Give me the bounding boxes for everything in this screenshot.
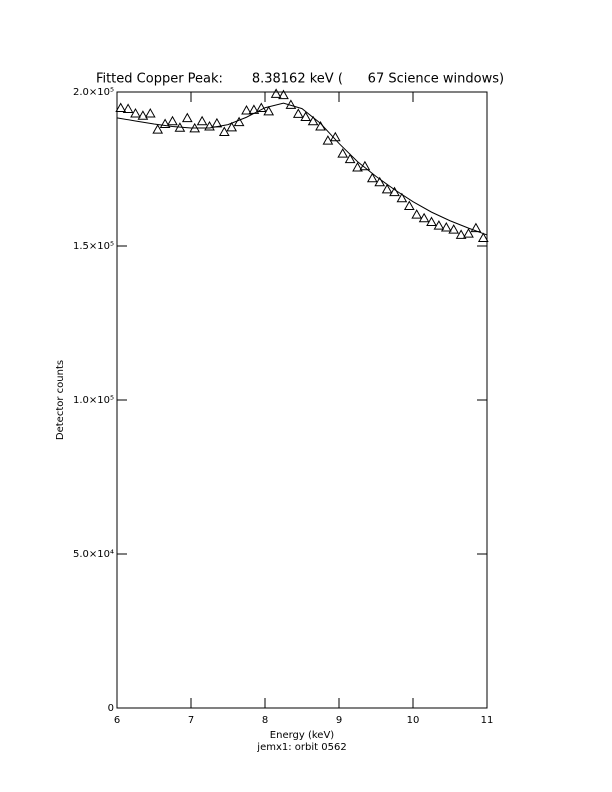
data-point [470, 222, 482, 233]
data-point [196, 115, 208, 126]
data-point [278, 89, 289, 100]
fit-line [116, 102, 488, 236]
data-point [477, 232, 489, 242]
data-point [122, 103, 134, 113]
data-point [159, 118, 171, 129]
data-point [344, 153, 356, 164]
data-point [137, 110, 149, 120]
data-point [270, 88, 282, 98]
data-point [233, 116, 245, 127]
data-point [130, 108, 141, 118]
x-tick-label: 7 [188, 715, 194, 726]
y-tick-label: 1.5×10⁵ [73, 241, 114, 252]
y-tick-label: 0 [108, 703, 114, 714]
data-point [263, 105, 275, 116]
data-point [144, 108, 156, 118]
data-point [381, 183, 393, 194]
data-point [255, 102, 267, 113]
data-point [307, 115, 319, 126]
data-point [337, 148, 349, 158]
data-point [396, 192, 408, 203]
y-tick-label: 1.0×10⁵ [73, 395, 114, 406]
data-point [455, 229, 467, 239]
y-axis-label: Detector counts [55, 360, 66, 440]
data-point [300, 111, 312, 121]
x-tick-label: 10 [407, 715, 420, 726]
data-point [359, 160, 371, 171]
data-point [115, 102, 127, 113]
x-tick-label: 9 [336, 715, 342, 726]
data-point [433, 220, 445, 230]
x-tick-label: 8 [262, 715, 268, 726]
data-point [463, 228, 474, 238]
data-point [448, 224, 460, 234]
x-tick-label: 6 [114, 715, 120, 726]
data-point [418, 212, 430, 223]
data-point [426, 216, 437, 226]
data-point [226, 121, 238, 132]
data-point [411, 209, 423, 219]
data-point [322, 135, 334, 145]
y-tick-label: 5.0×10⁴ [73, 549, 114, 560]
y-tick-label: 2.0×10⁵ [73, 87, 114, 98]
data-point [403, 200, 415, 210]
plot-frame [116, 91, 488, 709]
data-point [204, 120, 215, 131]
data-point [440, 222, 452, 232]
data-point [241, 104, 252, 115]
data-point [366, 172, 378, 183]
data-point [352, 161, 363, 172]
data-point [374, 176, 386, 187]
chart-title: Fitted Copper Peak: 8.38162 keV ( 67 Sci… [96, 72, 504, 87]
x-tick-label: 11 [481, 715, 494, 726]
x-axis-label: Energy (keV) [270, 730, 335, 741]
data-point [218, 126, 230, 137]
footnote: jemx1: orbit 0562 [256, 742, 346, 753]
data-point [292, 108, 304, 118]
data-point [181, 112, 193, 123]
data-point [152, 124, 164, 134]
data-point [167, 115, 178, 126]
